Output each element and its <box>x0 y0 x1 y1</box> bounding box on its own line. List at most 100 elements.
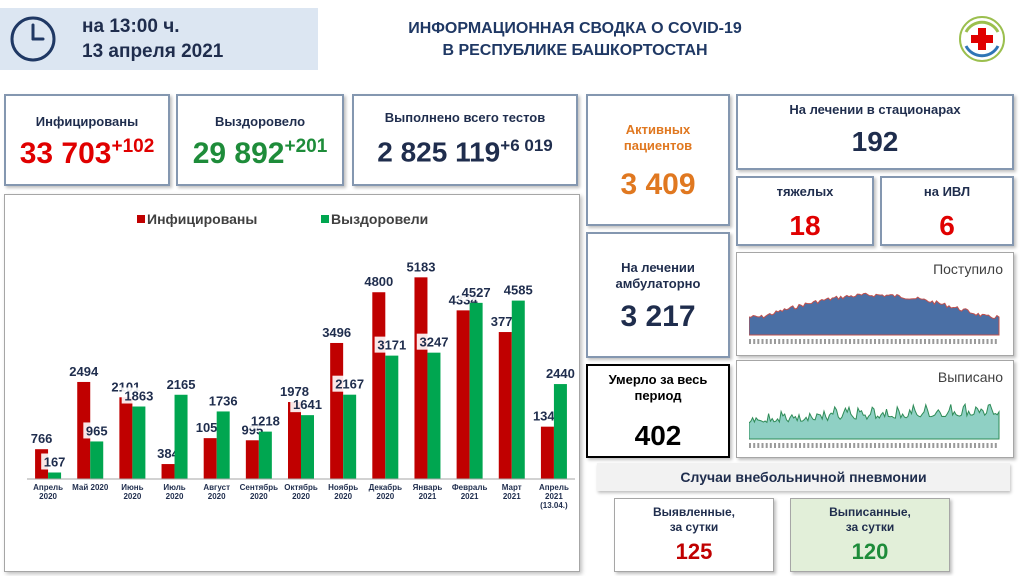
discharged-mini-label: Выписано <box>937 369 1003 385</box>
x-tick-label-9-0: Январь <box>413 483 443 492</box>
bar-label-bg-1-12 <box>543 365 578 382</box>
sparkline-tick <box>974 339 976 344</box>
sparkline-tick <box>853 339 856 344</box>
bar-label-bg-0-9 <box>403 258 439 275</box>
sparkline-tick <box>944 339 947 344</box>
active-card: Активных пациентов 3 409 <box>586 94 730 226</box>
legend-label-1: Выздоровели <box>331 211 428 227</box>
sparkline-tick <box>828 339 831 344</box>
sparkline-tick <box>815 443 818 448</box>
bar-1-11 <box>511 300 525 479</box>
clock-icon <box>10 16 56 62</box>
legend-swatch-0 <box>137 215 145 223</box>
x-tick-label-11-0: Март <box>502 483 522 492</box>
admitted-mini-label: Поступило <box>933 261 1003 277</box>
sparkline-tick <box>819 339 822 344</box>
sparkline-tick <box>903 339 906 344</box>
bar-1-3 <box>174 394 188 479</box>
infected-value: 33 703 <box>19 137 112 170</box>
sparkline-tick <box>857 443 860 448</box>
sparkline-tick <box>753 339 756 344</box>
recovered-value-row: 29 892+201 <box>178 136 342 171</box>
active-label-line1: Активных <box>625 122 691 137</box>
pneumonia-title: Случаи внебольничной пневмонии <box>597 463 1010 491</box>
sparkline-tick <box>936 339 939 344</box>
x-tick-label-3-1: 2020 <box>166 492 184 501</box>
x-tick-label-0-1: 2020 <box>39 492 57 501</box>
bar-0-10 <box>456 310 470 479</box>
bar-label-1-6: 1641 <box>293 397 322 412</box>
sparkline-tick <box>986 443 989 448</box>
x-tick-label-3-0: Июль <box>163 483 185 492</box>
pneumonia-discharged-label-line2: за сутки <box>845 520 895 534</box>
recovered-delta: +201 <box>284 136 328 157</box>
tests-value-row: 2 825 119+6 019 <box>354 136 576 168</box>
sparkline-tick <box>965 339 968 344</box>
bar-label-bg-1-4 <box>205 392 241 409</box>
sparkline-tick <box>782 339 785 344</box>
monthly-bar-chart: Инфицированы Выздоровели 766 167 2494 965 210… <box>4 194 580 572</box>
sparkline-tick <box>815 339 818 344</box>
bar-label-1-2: 1863 <box>124 389 153 404</box>
sparkline-tick <box>824 339 826 344</box>
active-label-line2: пациентов <box>623 138 693 153</box>
bar-1-6 <box>301 415 314 479</box>
sparkline-tick <box>886 339 889 344</box>
sparkline-tick <box>919 443 922 448</box>
sparkline-tick <box>761 443 764 448</box>
bar-0-5 <box>245 440 259 479</box>
bar-1-7 <box>343 394 357 479</box>
sparkline-tick <box>786 443 789 448</box>
ambulatory-value: 3 217 <box>620 300 696 333</box>
bar-label-bg-0-8 <box>361 273 397 290</box>
sparkline-tick <box>990 339 993 344</box>
bar-label-bg-0-6 <box>277 383 312 400</box>
sparkline-tick <box>803 443 806 448</box>
bar-label-bg-1-0 <box>41 453 68 470</box>
x-tick-label-5-0: Сентябрь <box>240 483 278 492</box>
bar-label-bg-1-10 <box>458 283 494 300</box>
discharged-mini-chart: Выписано <box>736 360 1014 458</box>
x-tick-label-11-1: 2021 <box>503 492 521 501</box>
sparkline-tick <box>832 339 835 344</box>
x-tick-label-5-1: 2020 <box>250 492 268 501</box>
recovered-card: Выздоровело 29 892+201 <box>176 94 344 186</box>
x-tick-label-0-0: Апрель <box>33 483 63 492</box>
sparkline-tick <box>786 339 789 344</box>
sparkline-tick <box>890 443 893 448</box>
sparkline-tick <box>949 443 951 448</box>
sparkline-tick <box>928 339 931 344</box>
bar-label-bg-0-7 <box>319 323 354 340</box>
bar-1-1 <box>90 441 104 479</box>
sparkline-tick <box>769 339 772 344</box>
x-tick-label-7-1: 2020 <box>334 492 352 501</box>
x-tick-label-6-1: 2020 <box>292 492 310 501</box>
bar-0-8 <box>372 292 386 479</box>
sparkline-tick <box>753 443 756 448</box>
x-tick-label-8-0: Декабрь <box>369 483 403 492</box>
sparkline-tick <box>861 339 864 344</box>
sparkline-tick <box>757 443 760 448</box>
sparkline-tick <box>890 339 893 344</box>
sparkline-tick <box>940 443 943 448</box>
sparkline-tick <box>969 443 972 448</box>
sparkline-tick <box>782 443 785 448</box>
bar-label-1-4: 1736 <box>209 393 238 408</box>
bar-label-bg-1-9 <box>416 333 452 350</box>
tests-label: Выполнено всего тестов <box>384 110 546 125</box>
sparkline-tick <box>953 443 956 448</box>
ambulatory-label-line1: На лечении <box>621 260 695 275</box>
tests-delta: +6 019 <box>500 136 553 155</box>
bar-label-bg-1-1 <box>83 422 111 439</box>
x-tick-label-8-1: 2020 <box>376 492 394 501</box>
sparkline-tick <box>953 339 956 344</box>
x-tick-label-10-1: 2021 <box>461 492 479 501</box>
sparkline-tick <box>974 443 976 448</box>
active-value: 3 409 <box>620 168 696 201</box>
x-tick-label-9-1: 2021 <box>419 492 437 501</box>
sparkline-tick <box>807 443 810 448</box>
x-tick-label-4-1: 2020 <box>208 492 226 501</box>
sparkline-tick <box>819 443 822 448</box>
bar-label-0-8: 4800 <box>364 274 393 289</box>
page-title-line2: В РЕСПУБЛИКЕ БАШКОРТОСТАН <box>442 42 708 59</box>
